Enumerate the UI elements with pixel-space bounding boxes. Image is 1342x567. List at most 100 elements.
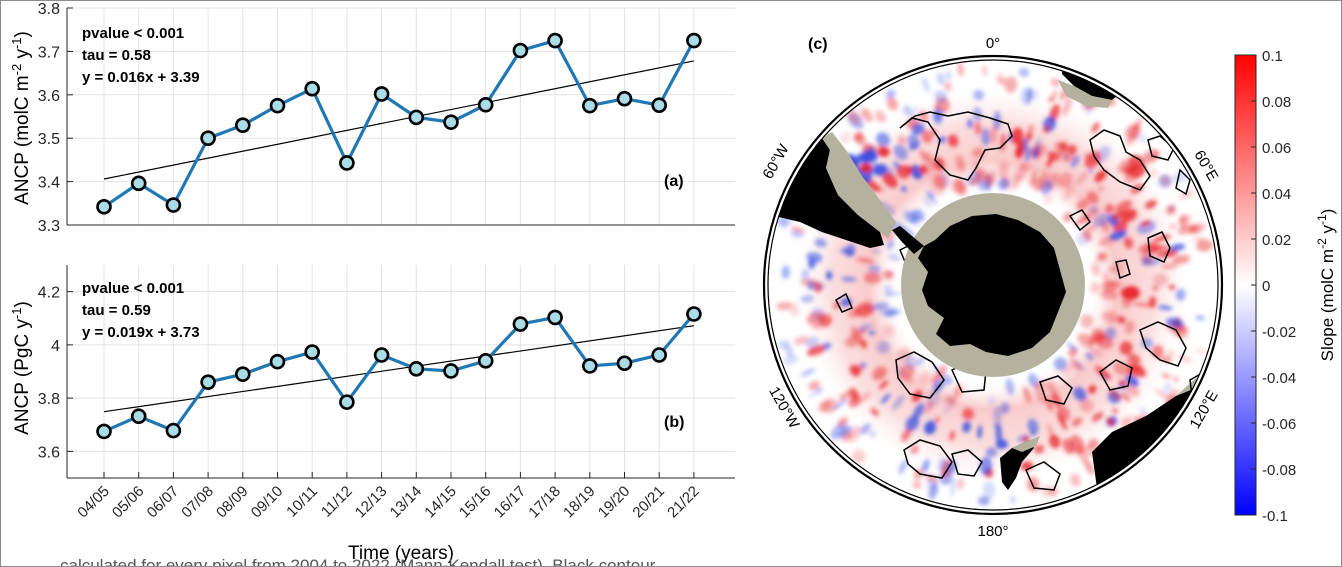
colorbar-tick-label: 0.02 [1262, 232, 1291, 249]
panel-a-point [130, 175, 147, 192]
map-slope-blob [956, 165, 968, 176]
map-slope-blob [982, 481, 996, 500]
map-slope-blob [903, 355, 918, 370]
lon-label-0: 0° [986, 35, 1000, 52]
map-slope-blob [854, 133, 866, 146]
panel-a-point [686, 32, 702, 49]
map-slope-blob [864, 272, 882, 284]
cutoff-caption: calculated for every pixel from 2004 to … [60, 556, 656, 567]
colorbar-tick-label: -0.08 [1262, 462, 1296, 479]
map-slope-blob [891, 394, 905, 411]
panel-b-xtick-label: 04/05 [74, 483, 113, 522]
map-slope-blob [900, 186, 907, 192]
map-slope-blob [1088, 385, 1097, 394]
panel-b-xtick-label: 13/14 [387, 483, 426, 522]
map-slope-blob [1005, 378, 1015, 396]
panel-a-ytick-label: 3.5 [38, 131, 60, 148]
panel-a-ytick-label: 3.6 [38, 88, 60, 105]
map-slope-blob [978, 179, 988, 191]
map-slope-blob [888, 254, 901, 261]
map-slope-blob [1008, 172, 1018, 192]
map-slope-blob [1119, 341, 1133, 355]
map-slope-blob [1097, 185, 1105, 192]
panel-b-point [686, 306, 702, 322]
map-slope-blob [1076, 171, 1089, 185]
map-slope-blob [1179, 214, 1189, 226]
panel-a-point [616, 90, 633, 107]
map-slope-blob [840, 131, 851, 143]
map-slope-blob [860, 163, 872, 173]
map-slope-blob [1043, 193, 1053, 204]
map-slope-blob [962, 420, 971, 433]
map-slope-blob [801, 268, 810, 281]
map-slope-blob [982, 65, 987, 77]
panel-b-grid [67, 265, 735, 478]
map-slope-blob [1062, 189, 1073, 201]
panel-b-point [512, 316, 529, 332]
map-slope-blob [896, 164, 911, 179]
panel-a-ytick-label: 3.8 [38, 1, 60, 18]
map-slope-blob [1159, 174, 1171, 187]
map-slope-blob [946, 460, 957, 475]
panel-a-point [269, 97, 286, 114]
map-slope-blob [936, 72, 945, 86]
panel-b-xtick-label: 11/12 [318, 483, 356, 521]
map-slope-blob [1107, 267, 1118, 273]
panel-b-point [373, 347, 390, 363]
panel-b-point [165, 422, 182, 439]
panel-a-point [373, 86, 390, 102]
map-slope-blob [1091, 122, 1100, 133]
map-slope-blob [922, 458, 930, 472]
map-slope-blob [860, 423, 871, 435]
map-slope-blob [872, 366, 888, 381]
lon-label-60w: 60°W [760, 141, 794, 182]
map-slope-blob [1168, 284, 1176, 290]
colorbar-label: Slope (molC m-2 y-1) [1315, 209, 1337, 362]
map-slope-blob [876, 132, 891, 147]
map-slope-blob [1127, 353, 1141, 364]
panel-b-point [200, 374, 216, 390]
map-slope-blob [1027, 418, 1039, 435]
map-slope-blob [1124, 320, 1135, 334]
antarctic-peninsula [892, 226, 924, 254]
panel-b-xtick-label: 10/11 [283, 483, 321, 521]
map-slope-blob [879, 270, 896, 276]
map-slope-blob [1010, 495, 1016, 504]
map-slope-blob [937, 457, 947, 472]
map-slope-blob [975, 168, 988, 182]
map-slope-blob [1129, 125, 1141, 137]
map-slope-blob [832, 398, 847, 411]
map-slope-blob [1121, 295, 1133, 308]
map-slope-blob [1047, 150, 1061, 162]
panel-b: 3.6 3.8 4 4.2 04/0505/0606/0707/0808/0909/1… [9, 265, 735, 564]
map-slope-blobs [776, 62, 1213, 506]
map-slope-blob [973, 89, 985, 101]
panel-c-label: (c) [808, 36, 828, 53]
map-slope-blob [845, 243, 856, 257]
panel-b-point [581, 358, 598, 374]
map-slope-blob [897, 135, 907, 145]
panel-b-xtick-label: 18/19 [560, 483, 599, 522]
map-slope-blob [1093, 213, 1111, 227]
map-slope-blob [995, 72, 1003, 80]
map-slope-blob [944, 81, 952, 92]
map-slope-blob [1166, 317, 1184, 328]
map-slope-blob [1144, 199, 1157, 209]
map-slope-blob [989, 125, 998, 144]
map-slope-blob [1054, 141, 1068, 153]
map-slope-blob [1084, 459, 1095, 475]
map-slope-blob [947, 134, 959, 147]
map-slope-blob [1091, 262, 1100, 276]
map-slope-blob [814, 281, 823, 293]
panel-a-ytick-label: 3.7 [38, 44, 60, 61]
map-slope-blob [885, 89, 896, 99]
map-slope-blob [931, 371, 940, 385]
map-slope-blob [884, 291, 902, 297]
map-slope-blob [1111, 211, 1125, 221]
map-slope-blob [1104, 203, 1115, 214]
panel-a-point [200, 130, 216, 146]
map-slope-blob [1015, 141, 1025, 159]
panel-a-label: (a) [664, 173, 684, 190]
panel-b-xtick-label: 15/16 [456, 483, 495, 522]
map-slope-blob [839, 391, 850, 401]
